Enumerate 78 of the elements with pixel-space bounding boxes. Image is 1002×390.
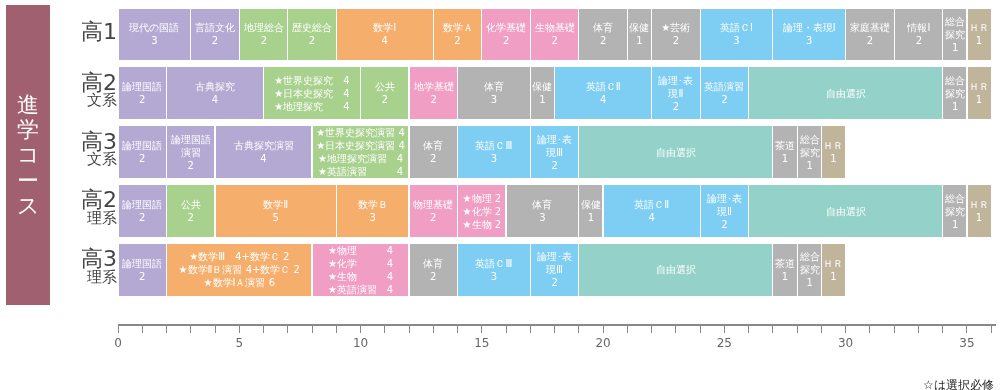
data-label: 自由選択 [825,205,866,217]
data-label: 言語文化 2 [195,22,236,47]
data-label: 論理･表現Ⅱ 2 [658,74,694,112]
data-label: 体育 3 [532,199,553,224]
data-label: 古典探究 4 [195,81,236,106]
data-label: 英語ＣⅢ 3 [475,140,513,165]
data-label: 論理国語 2 [122,81,163,106]
x-tick-label: 35 [959,336,975,351]
x-tick-label: 10 [352,336,369,351]
data-label: 体育 2 [593,22,614,47]
x-tick-label: 20 [595,336,611,351]
data-label: 体育 2 [423,257,444,282]
data-label: 英語演習 2 [704,81,745,106]
data-label: ★物理 4 ★化学 4 ★生物 4 ★英語演習 4 [327,244,394,295]
data-label: 地学基礎 2 [412,81,454,106]
data-label: ＨＲ 1 [969,22,990,47]
data-label: 論理･表現Ⅲ 2 [537,133,573,171]
data-label: 自由選択 [655,264,696,276]
data-label: 論理国語 2 [122,257,163,282]
x-tick-label: 5 [235,336,244,351]
data-label: ★芸術 2 [661,22,691,47]
data-label: 総合探究 1 [944,15,966,53]
data-label: 数学Ⅰ 4 [373,22,397,47]
data-label: 公共 2 [374,81,395,106]
text: ☆は選択必修 [923,378,994,390]
data-label: 化学基礎 2 [486,22,527,47]
data-label: 物理基礎 2 [413,199,454,224]
data-label: 数学Ａ 2 [442,22,473,47]
data-label: 茶道 1 [774,140,795,165]
data-label: ★物理 2 ★化学 2 ★生物 2 [462,192,502,230]
y-tick-label: 高2 理系 [81,187,117,228]
x-tick-label: 15 [474,336,490,351]
y-tick-label: 高1 [81,18,117,44]
data-label: 保健 1 [580,199,601,224]
data-label: 英語ＣⅡ 4 [585,81,621,106]
data-label: 自由選択 [825,87,866,99]
data-label: 保健 1 [629,22,650,47]
data-label: 英語ＣⅠ 3 [720,22,753,47]
data-label: 論理･表現Ⅱ 2 [706,192,742,230]
data-label: 公共 2 [180,199,201,224]
data-label: ＨＲ 1 [823,257,844,282]
data-label: 自由選択 [655,146,696,158]
data-label: 論理国語演習 2 [170,133,211,171]
data-label: ★世界史探究演習 4 ★日本史探究演習 4 ★地理探究演習 4 ★英語演習 4 [316,127,405,178]
data-label: 体育 2 [423,140,444,165]
data-label: 英語ＣⅢ 3 [475,257,513,282]
x-tick-label: 0 [114,336,122,351]
x-tick-label: 30 [837,336,854,351]
y-tick-label: 高2 文系 [81,69,117,110]
data-label: ＨＲ 1 [969,81,990,106]
data-label: 英語ＣⅡ 4 [634,199,670,224]
data-label: 論理国語 2 [122,140,163,165]
data-label: 保健 1 [532,81,553,106]
data-label: 家庭基礎 2 [849,22,890,47]
data-label: 生物基礎 2 [534,22,575,47]
data-label: 歴史総合 2 [292,22,333,47]
data-label: 数学Ｂ 3 [357,199,388,224]
y-tick-label: 高3 文系 [81,128,117,169]
data-label: 論理・表現Ⅰ 3 [782,22,836,47]
data-label: 茶道 1 [774,257,795,282]
y-axis-title: 進学コース [16,91,40,219]
data-label: ＨＲ 1 [969,199,990,224]
data-label: ★数学Ⅲ 4+数学Ｃ 2 ★数学ⅡＢ演習 4+数学Ｃ 2 ★数学ⅠＡ演習 6 [178,251,300,289]
x-tick-label: 25 [716,336,732,351]
data-label: 総合探究 1 [944,192,966,230]
data-label: 総合探究 1 [944,74,966,112]
data-label: 数学Ⅱ 5 [263,199,289,224]
data-label: 総合探究 1 [798,251,820,289]
data-label: 現代の国語 3 [129,22,180,47]
data-label: 古典探究演習 4 [233,140,294,165]
y-tick-label: 高3 理系 [81,246,117,286]
data-label: 地理総合 2 [243,22,285,47]
data-label: 体育 3 [483,81,504,106]
data-label: 論理国語 2 [122,199,163,224]
data-label: ＨＲ 1 [823,140,844,165]
data-label: 論理･表現Ⅲ 2 [537,251,573,289]
data-label: ★世界史探究 4 ★日本史探究 4 ★地理探究 4 [274,74,350,112]
data-label: 総合探究 1 [798,133,820,171]
